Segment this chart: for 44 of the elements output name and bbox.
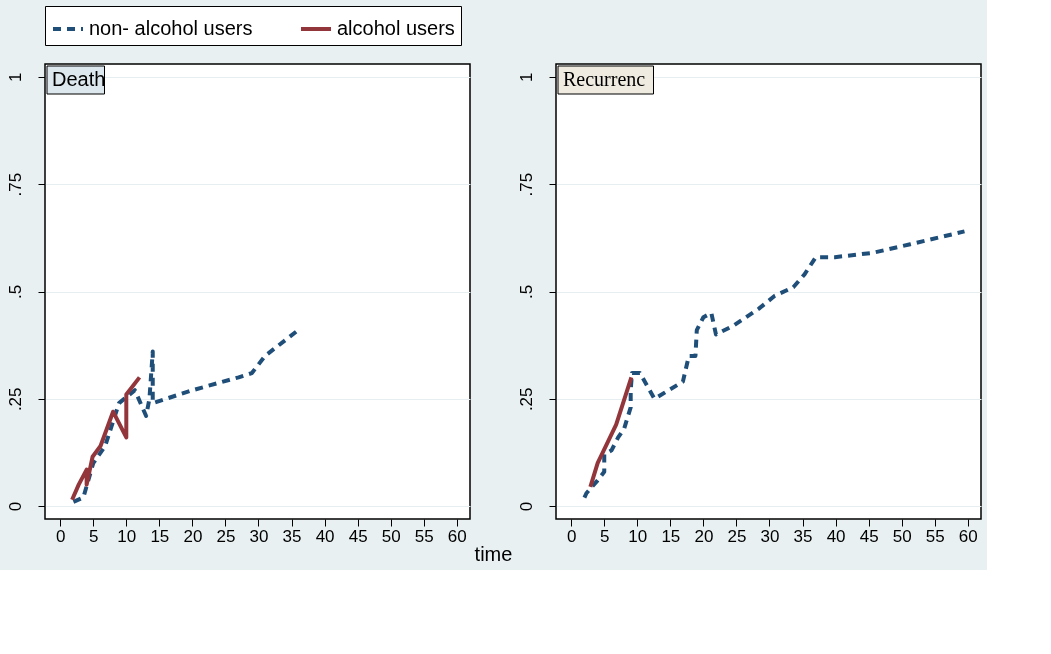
line-series	[70, 375, 142, 502]
x-tick-label: 60	[447, 526, 467, 546]
x-tick-label: 10	[117, 526, 137, 546]
x-tick-label: 50	[892, 526, 912, 546]
x-tick-label: 0	[55, 526, 66, 546]
y-tick-label: 0	[516, 501, 536, 512]
x-tick-label: 45	[348, 526, 368, 546]
x-tick-label: 25	[216, 526, 236, 546]
x-tick-label: 40	[315, 526, 335, 546]
y-tick-label: .5	[5, 284, 25, 300]
y-tick-label: .25	[516, 387, 536, 412]
x-tick-label: 55	[925, 526, 945, 546]
x-tick-label: 30	[249, 526, 269, 546]
x-tick-label: 15	[150, 526, 170, 546]
x-tick-label: 35	[282, 526, 302, 546]
y-tick-label: .75	[5, 172, 25, 197]
legend-label: non- alcohol users	[89, 17, 253, 39]
line-series	[582, 229, 967, 500]
x-tick-label: 20	[694, 526, 714, 546]
y-tick-label: 1	[516, 72, 536, 83]
x-tick-label: 30	[760, 526, 780, 546]
line-series	[588, 375, 634, 489]
x-tick-label: 10	[628, 526, 648, 546]
x-tick-label: 25	[727, 526, 747, 546]
x-tick-label: 60	[958, 526, 978, 546]
y-tick-label: 1	[5, 72, 25, 83]
chart-title: Recurrenc	[563, 68, 646, 90]
y-tick-label: 0	[5, 501, 25, 512]
x-tick-label: 5	[89, 526, 99, 546]
y-tick-label: .25	[5, 387, 25, 412]
x-tick-label: 35	[793, 526, 813, 546]
x-tick-label: 5	[600, 526, 610, 546]
y-tick-label: .75	[516, 172, 536, 197]
x-axis-title: time	[474, 542, 513, 565]
x-tick-label: 45	[859, 526, 879, 546]
x-tick-label: 50	[381, 526, 401, 546]
x-tick-label: 20	[183, 526, 203, 546]
x-tick-label: 15	[661, 526, 681, 546]
legend-label: alcohol users	[337, 17, 455, 39]
x-tick-label: 55	[414, 526, 434, 546]
x-tick-label: 0	[566, 526, 577, 546]
chart-title: Death	[52, 68, 106, 90]
x-tick-label: 40	[826, 526, 846, 546]
y-tick-label: .5	[516, 284, 536, 300]
